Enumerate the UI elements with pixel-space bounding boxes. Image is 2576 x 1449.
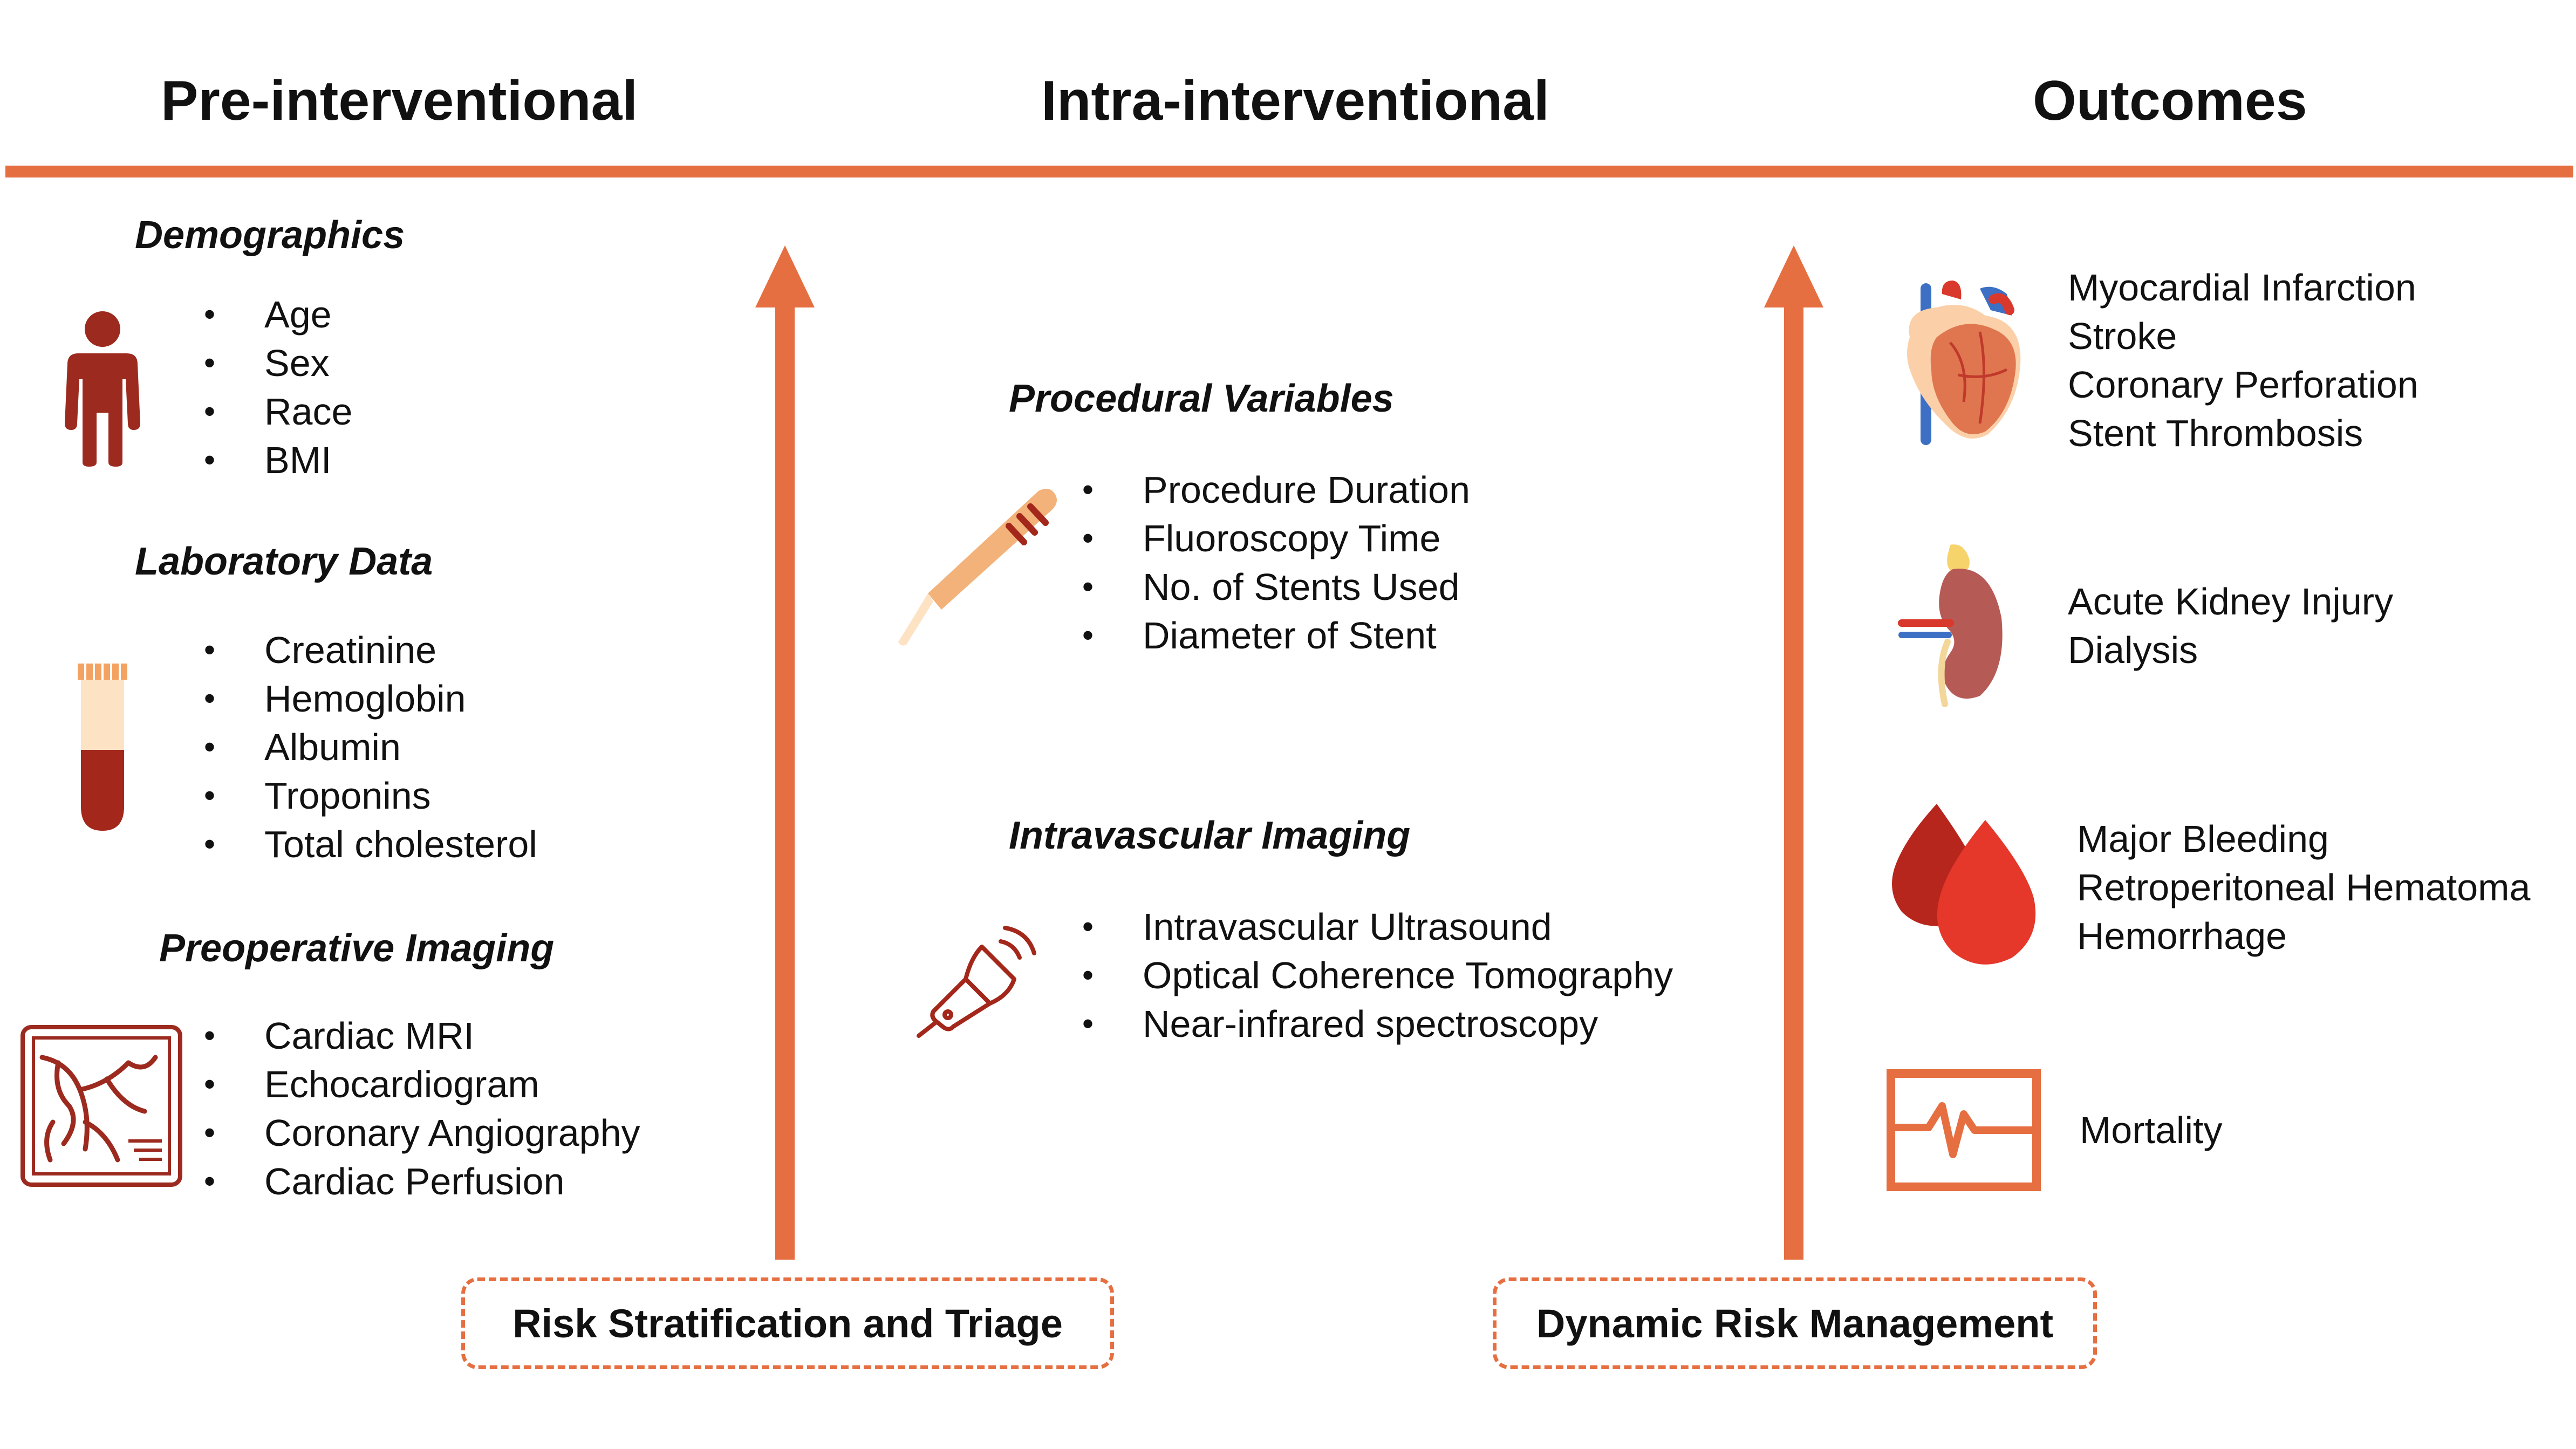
list-item: Dialysis xyxy=(2068,629,2198,671)
list-item: Procedure Duration xyxy=(1082,466,1470,514)
list-item: Total cholesterol xyxy=(204,820,537,869)
section-title-procedural: Procedural Variables xyxy=(1009,377,1394,420)
list-item: Sex xyxy=(204,339,352,387)
header-divider xyxy=(5,166,2573,177)
arrow-up-left xyxy=(755,245,815,1260)
section-title-demographics: Demographics xyxy=(135,214,405,257)
blood-drops-icon xyxy=(1892,804,2036,965)
procedural-list: Procedure Duration Fluoroscopy Time No. … xyxy=(1082,466,1470,660)
list-item: Retroperitoneal Hematoma xyxy=(2077,866,2531,908)
risk-stratification-box: Risk Stratification and Triage xyxy=(461,1277,1114,1369)
section-title-imaging: Preoperative Imaging xyxy=(159,927,555,970)
section-title-laboratory: Laboratory Data xyxy=(135,540,433,583)
heart-icon xyxy=(1907,281,2021,445)
mortality-outcomes-list: Mortality xyxy=(2080,1106,2222,1154)
imaging-list: Cardiac MRI Echocardiogram Coronary Angi… xyxy=(204,1011,640,1206)
dynamic-risk-management-box: Dynamic Risk Management xyxy=(1493,1277,2097,1369)
kidney-icon xyxy=(1898,544,2003,707)
list-item: Mortality xyxy=(2080,1109,2223,1151)
scalpel-icon xyxy=(898,489,1057,646)
angiogram-image-icon xyxy=(21,1025,182,1187)
list-item: Race xyxy=(204,387,353,436)
ultrasound-probe-icon xyxy=(917,926,1036,1038)
list-item: Coronary Angiography xyxy=(204,1109,640,1157)
list-item: Hemoglobin xyxy=(204,674,537,723)
list-item: Coronary Perforation xyxy=(2068,364,2418,406)
test-tube-icon xyxy=(78,664,127,831)
demographics-list: Age Sex Race BMI xyxy=(204,290,353,484)
list-item: Cardiac Perfusion xyxy=(204,1157,640,1206)
list-item: Diameter of Stent xyxy=(1082,611,1470,660)
list-item: Optical Coherence Tomography xyxy=(1082,951,1673,1000)
column-title-outcomes: Outcomes xyxy=(2033,70,2307,132)
list-item: No. of Stents Used xyxy=(1082,563,1470,611)
renal-outcomes-list: Acute Kidney Injury Dialysis xyxy=(2068,577,2393,674)
cardiac-outcomes-list: Myocardial Infarction Stroke Coronary Pe… xyxy=(2068,263,2418,457)
list-item: Hemorrhage xyxy=(2077,915,2287,957)
intravascular-list: Intravascular Ultrasound Optical Coheren… xyxy=(1082,903,1673,1048)
arrow-up-right xyxy=(1764,245,1823,1260)
column-title-pre: Pre-interventional xyxy=(161,70,638,132)
laboratory-list: Creatinine Hemoglobin Albumin Troponins … xyxy=(204,626,537,869)
column-title-intra: Intra-interventional xyxy=(1041,70,1549,132)
list-item: Myocardial Infarction xyxy=(2068,266,2416,309)
section-title-intravascular: Intravascular Imaging xyxy=(1009,814,1411,857)
list-item: Creatinine xyxy=(204,626,537,674)
list-item: Stent Thrombosis xyxy=(2068,412,2363,454)
bleeding-outcomes-list: Major Bleeding Retroperitoneal Hematoma … xyxy=(2077,815,2530,960)
list-item: Troponins xyxy=(204,771,537,820)
list-item: Fluoroscopy Time xyxy=(1082,514,1470,563)
list-item: Age xyxy=(204,290,352,339)
list-item: Stroke xyxy=(2068,315,2177,357)
list-item: Near-infrared spectroscopy xyxy=(1082,1000,1673,1048)
list-item: Cardiac MRI xyxy=(204,1011,640,1060)
list-item: Acute Kidney Injury xyxy=(2068,580,2394,623)
list-item: Echocardiogram xyxy=(204,1060,640,1109)
list-item: BMI xyxy=(204,436,352,484)
person-icon xyxy=(65,311,140,467)
list-item: Major Bleeding xyxy=(2077,818,2329,860)
heart-monitor-icon xyxy=(1887,1069,2041,1191)
list-item: Albumin xyxy=(204,723,537,771)
list-item: Intravascular Ultrasound xyxy=(1082,903,1673,951)
